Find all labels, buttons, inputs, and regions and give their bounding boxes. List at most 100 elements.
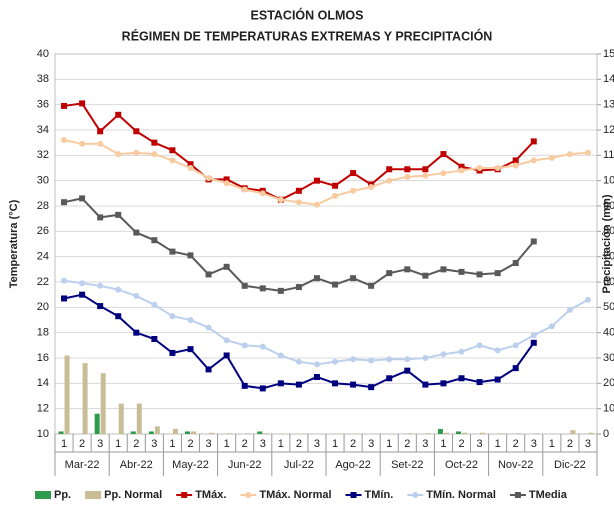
y2-tick-label: 150 bbox=[603, 48, 614, 60]
x-tick-label: 3 bbox=[97, 438, 103, 450]
y2-tick-label: 110 bbox=[603, 149, 614, 161]
x-tick-label: 1 bbox=[169, 438, 175, 450]
marker bbox=[458, 268, 465, 275]
marker bbox=[97, 128, 104, 135]
marker bbox=[97, 303, 104, 310]
x-tick-label: 2 bbox=[296, 438, 302, 450]
marker bbox=[332, 192, 339, 199]
marker bbox=[79, 100, 86, 107]
x-tick-label: 2 bbox=[567, 438, 573, 450]
bar bbox=[407, 433, 413, 434]
marker bbox=[79, 280, 86, 287]
marker bbox=[133, 149, 140, 156]
marker bbox=[295, 187, 302, 194]
marker bbox=[368, 384, 375, 391]
x-tick-label: 3 bbox=[260, 438, 266, 450]
bar bbox=[570, 430, 576, 434]
month-label: Oct-22 bbox=[445, 459, 478, 471]
month-label: Abr-22 bbox=[120, 459, 153, 471]
legend-label: TMedia bbox=[529, 489, 568, 501]
marker bbox=[151, 301, 158, 308]
y2-tick-label: 90 bbox=[603, 200, 614, 212]
marker bbox=[115, 313, 122, 320]
x-tick-label: 1 bbox=[386, 438, 392, 450]
x-tick-label: 3 bbox=[477, 438, 483, 450]
marker bbox=[530, 138, 537, 145]
marker bbox=[97, 214, 104, 221]
marker bbox=[313, 201, 320, 208]
marker bbox=[350, 187, 357, 194]
marker bbox=[187, 165, 194, 171]
y-tick-label: 10 bbox=[37, 428, 49, 440]
marker bbox=[169, 157, 176, 164]
bar bbox=[245, 433, 251, 434]
marker bbox=[422, 172, 429, 179]
marker bbox=[512, 162, 519, 169]
marker bbox=[169, 313, 176, 320]
y-axis-label: Temperatura (°C) bbox=[8, 199, 20, 288]
marker bbox=[548, 154, 555, 161]
x-tick-label: 3 bbox=[368, 438, 374, 450]
marker bbox=[512, 260, 519, 266]
legend-label: Pp. bbox=[54, 489, 71, 501]
marker bbox=[458, 163, 465, 170]
x-tick-label: 3 bbox=[585, 438, 591, 450]
month-label: Jul-22 bbox=[284, 459, 314, 471]
marker bbox=[476, 342, 483, 349]
bar bbox=[185, 431, 190, 434]
marker bbox=[187, 346, 194, 353]
y2-tick-label: 20 bbox=[603, 377, 614, 389]
marker bbox=[133, 128, 140, 135]
y2-tick-label: 120 bbox=[603, 124, 614, 136]
bar bbox=[227, 433, 233, 434]
month-label: Dic-22 bbox=[554, 459, 586, 471]
x-tick-label: 1 bbox=[224, 438, 230, 450]
marker bbox=[223, 176, 230, 183]
bar bbox=[58, 431, 64, 434]
bar bbox=[154, 426, 160, 434]
marker bbox=[241, 186, 248, 193]
marker bbox=[61, 102, 68, 109]
marker bbox=[187, 252, 194, 259]
line bbox=[63, 197, 535, 292]
marker bbox=[584, 296, 591, 303]
bar bbox=[281, 433, 287, 434]
marker bbox=[512, 365, 519, 372]
marker bbox=[476, 271, 483, 278]
bar bbox=[209, 432, 215, 434]
marker bbox=[241, 382, 248, 389]
marker bbox=[259, 190, 266, 197]
marker bbox=[350, 275, 357, 282]
marker bbox=[313, 374, 320, 380]
marker bbox=[259, 285, 266, 292]
x-tick-label: 2 bbox=[458, 438, 464, 450]
marker bbox=[458, 167, 465, 174]
y-tick-label: 26 bbox=[37, 225, 49, 237]
bar bbox=[172, 428, 178, 434]
x-tick-label: 3 bbox=[151, 438, 157, 450]
x-tick-label: 1 bbox=[495, 438, 501, 450]
marker bbox=[187, 317, 194, 323]
bar bbox=[64, 355, 70, 434]
marker bbox=[151, 237, 158, 244]
y2-tick-label: 130 bbox=[603, 99, 614, 111]
marker bbox=[277, 380, 284, 387]
marker bbox=[151, 139, 158, 146]
marker bbox=[205, 175, 212, 182]
bar bbox=[94, 413, 100, 434]
y2-tick-label: 0 bbox=[603, 428, 609, 440]
legend-label: TMín. Normal bbox=[426, 489, 496, 501]
x-tick-label: 2 bbox=[133, 438, 139, 450]
y2-tick-label: 30 bbox=[603, 352, 614, 364]
marker bbox=[205, 271, 212, 278]
y2-tick-label: 60 bbox=[603, 276, 614, 288]
marker bbox=[115, 286, 122, 293]
marker bbox=[61, 199, 68, 206]
chart-title: ESTACIÓN OLMOS bbox=[251, 7, 364, 22]
marker bbox=[277, 287, 284, 294]
y-tick-label: 30 bbox=[37, 175, 49, 187]
marker bbox=[404, 367, 411, 374]
marker bbox=[350, 356, 357, 363]
y2-tick-label: 100 bbox=[603, 175, 614, 187]
marker bbox=[61, 277, 68, 284]
